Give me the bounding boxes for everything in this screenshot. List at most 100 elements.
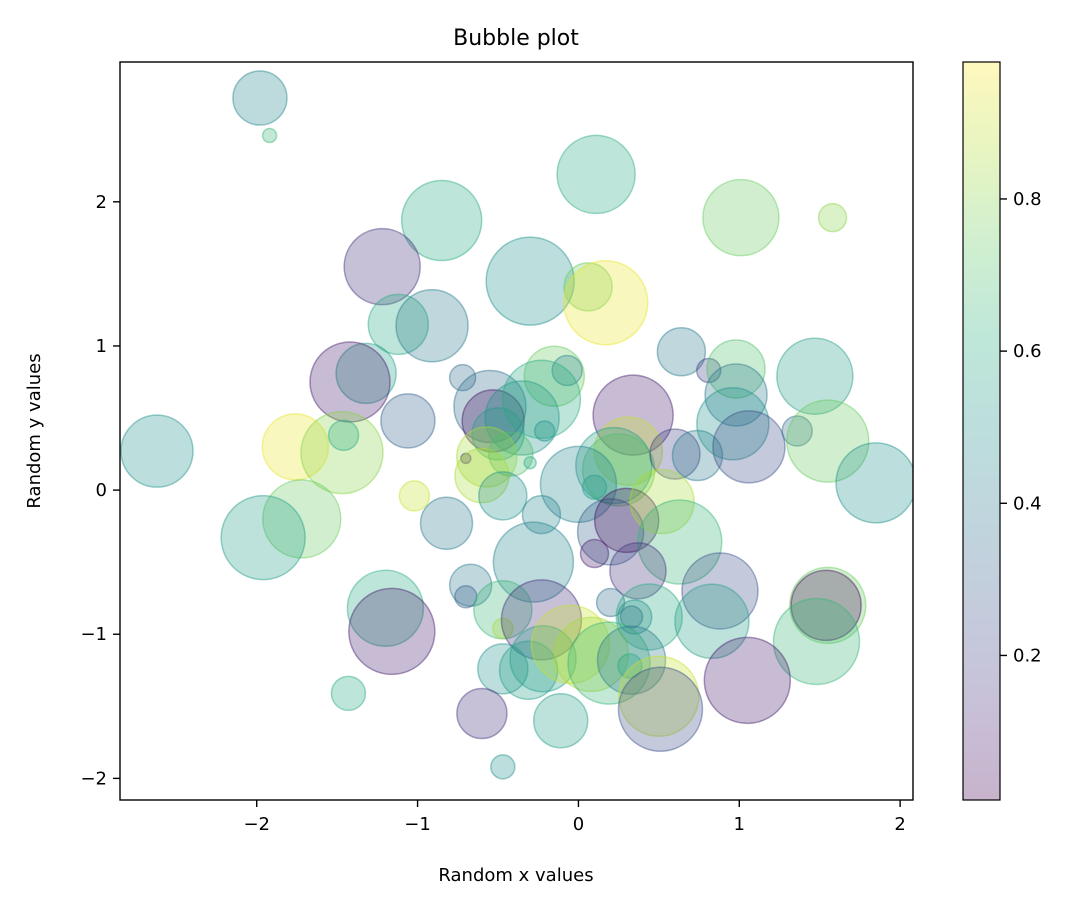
- bubble-14: [448, 363, 477, 392]
- bubble-31: [501, 359, 582, 440]
- bubble-34: [488, 431, 534, 477]
- bubble-29: [471, 407, 525, 461]
- bubble-80: [772, 597, 861, 686]
- bubble-69: [346, 569, 425, 648]
- bubble-33: [455, 426, 518, 488]
- bubble-88: [617, 653, 643, 679]
- bubble-50: [398, 480, 431, 512]
- colorbar-tick-label: 0.4: [1013, 493, 1042, 514]
- x-tick-label: −1: [404, 814, 431, 835]
- bubble-2: [556, 134, 636, 215]
- colorbar: 0.2 0.4 0.6 0.8: [962, 61, 1042, 801]
- bubble-68: [500, 579, 583, 661]
- bubble-15: [523, 345, 586, 407]
- y-tick-label: 0: [96, 480, 107, 501]
- bubble-82: [498, 640, 559, 701]
- bubble-19: [706, 339, 766, 399]
- bubble-76: [681, 552, 759, 630]
- bubble-86: [567, 621, 651, 705]
- bubble-51: [419, 496, 474, 550]
- x-axis-label: Random x values: [438, 865, 593, 886]
- bubble-44: [712, 410, 786, 484]
- bubble-18: [695, 357, 722, 384]
- bubble-25: [327, 419, 360, 452]
- bubble-63: [609, 542, 667, 600]
- bubble-84: [530, 604, 611, 685]
- bubble-39: [581, 433, 656, 507]
- colorbar-gradient: [963, 62, 1000, 800]
- x-tick-label: 2: [894, 814, 905, 835]
- bubble-12: [335, 342, 397, 405]
- bubble-57: [581, 474, 608, 500]
- bubble-91: [703, 636, 792, 725]
- bubble-87: [596, 625, 667, 695]
- x-axis: −2 −1 0 1 2: [243, 800, 906, 835]
- bubble-59: [579, 538, 610, 569]
- bubble-62: [637, 499, 723, 585]
- y-tick-label: 2: [96, 192, 107, 213]
- colorbar-tick-label: 0.8: [1013, 189, 1042, 210]
- bubble-36: [523, 455, 537, 470]
- bubble-65: [454, 585, 478, 609]
- y-tick-label: −2: [80, 768, 107, 789]
- bubble-8: [563, 262, 613, 312]
- bubble-11: [395, 289, 469, 363]
- bubble-71: [330, 675, 367, 712]
- bubble-72: [595, 587, 626, 618]
- bubble-54: [521, 494, 562, 535]
- bubble-37: [592, 374, 674, 456]
- bubble-55: [492, 521, 575, 603]
- colorbar-tick-label: 0.2: [1013, 645, 1042, 666]
- x-tick-label: 1: [734, 814, 745, 835]
- bubble-10: [367, 293, 430, 356]
- bubble-89: [618, 655, 700, 737]
- bubble-56: [539, 445, 618, 524]
- bubble-85: [553, 616, 630, 693]
- bubble-67: [492, 617, 514, 640]
- bubble-23: [261, 413, 330, 481]
- bubble-83: [509, 624, 577, 693]
- bubble-93: [532, 692, 589, 749]
- bubble-74: [616, 599, 653, 635]
- bubble-7: [485, 236, 575, 326]
- bubble-46: [785, 399, 870, 483]
- bubble-79: [790, 569, 862, 642]
- bubble-27: [453, 369, 527, 444]
- colorbar-ticks: 0.2 0.4 0.6 0.8: [1000, 189, 1042, 666]
- bubble-58: [576, 498, 645, 566]
- x-tick-label: −2: [243, 814, 270, 835]
- bubble-66: [473, 579, 533, 640]
- bubble-5: [817, 202, 848, 233]
- bubble-47: [835, 442, 913, 524]
- bubble-70: [348, 587, 436, 676]
- bubble-38: [593, 416, 664, 486]
- bubble-61: [629, 468, 695, 535]
- bubbles-layer: [120, 70, 913, 780]
- bubble-21: [776, 337, 854, 415]
- bubble-60: [593, 487, 660, 554]
- bubble-26: [380, 393, 436, 449]
- bubble-16: [551, 354, 583, 387]
- bubble-30: [484, 380, 560, 456]
- bubble-43: [696, 387, 770, 461]
- bubble-92: [456, 687, 508, 740]
- bubble-77: [674, 583, 750, 660]
- bubble-64: [448, 563, 493, 607]
- bubble-17: [656, 326, 707, 377]
- bubble-13: [309, 341, 391, 423]
- bubble-53: [478, 471, 528, 521]
- bubble-94: [490, 754, 516, 780]
- y-axis: −2 −1 0 1 2: [80, 192, 120, 789]
- colorbar-tick-label: 0.6: [1013, 341, 1042, 362]
- bubble-22: [120, 414, 194, 488]
- bubble-28: [461, 389, 525, 453]
- bubble-45: [781, 415, 813, 447]
- y-axis-label: Random y values: [24, 353, 45, 508]
- bubble-24: [300, 410, 384, 495]
- bubble-52: [454, 447, 510, 504]
- bubble-0: [232, 70, 288, 126]
- bubble-41: [649, 428, 701, 480]
- colorbar-frame: [962, 61, 1001, 801]
- bubble-6: [343, 227, 421, 306]
